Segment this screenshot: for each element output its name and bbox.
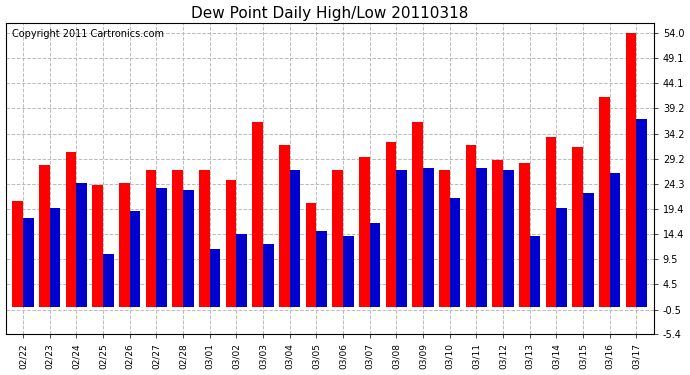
Bar [146, 170, 156, 307]
Bar [39, 165, 50, 307]
Bar [66, 152, 77, 307]
Bar [290, 170, 300, 307]
Bar [236, 234, 247, 307]
Bar [573, 147, 583, 307]
Bar [599, 97, 610, 307]
Text: Copyright 2011 Cartronics.com: Copyright 2011 Cartronics.com [12, 29, 164, 39]
Bar [306, 203, 316, 307]
Bar [343, 236, 354, 307]
Bar [546, 137, 556, 307]
Bar [210, 249, 220, 307]
Bar [610, 172, 620, 307]
Bar [199, 170, 210, 307]
Bar [503, 170, 514, 307]
Bar [439, 170, 450, 307]
Bar [636, 120, 647, 307]
Bar [23, 218, 34, 307]
Bar [626, 33, 636, 307]
Bar [92, 185, 103, 307]
Bar [556, 208, 567, 307]
Bar [12, 201, 23, 307]
Bar [103, 254, 114, 307]
Bar [119, 183, 130, 307]
Bar [423, 168, 434, 307]
Bar [519, 162, 530, 307]
Bar [476, 168, 487, 307]
Bar [386, 142, 396, 307]
Bar [316, 231, 327, 307]
Bar [253, 122, 263, 307]
Bar [226, 180, 236, 307]
Bar [130, 211, 140, 307]
Bar [450, 198, 460, 307]
Bar [263, 244, 274, 307]
Bar [172, 170, 183, 307]
Bar [530, 236, 540, 307]
Bar [370, 224, 380, 307]
Title: Dew Point Daily High/Low 20110318: Dew Point Daily High/Low 20110318 [191, 6, 469, 21]
Bar [413, 122, 423, 307]
Bar [333, 170, 343, 307]
Bar [359, 158, 370, 307]
Bar [396, 170, 407, 307]
Bar [77, 183, 87, 307]
Bar [279, 145, 290, 307]
Bar [493, 160, 503, 307]
Bar [183, 190, 194, 307]
Bar [466, 145, 476, 307]
Bar [156, 188, 167, 307]
Bar [50, 208, 60, 307]
Bar [583, 193, 594, 307]
